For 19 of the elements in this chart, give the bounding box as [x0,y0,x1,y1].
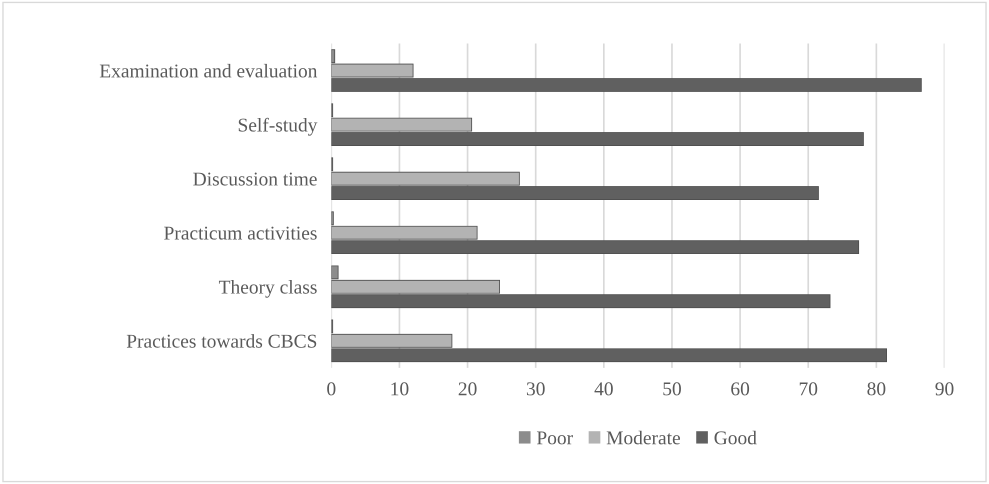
x-tick-label: 20 [458,382,477,396]
legend-label: Moderate [606,430,680,444]
x-tick-label: 80 [867,382,886,396]
y-tick-label: Practices towards CBCS [126,334,316,348]
x-tick-label: 50 [663,382,681,396]
x-tick-label: 60 [731,382,750,396]
x-tick-label: 30 [526,382,545,396]
y-tick-label: Practicum activities [164,226,317,240]
x-tick-label: 0 [327,382,336,396]
y-tick-label: Examination and evaluation [100,64,318,78]
y-tick-label: Self-study [238,118,318,136]
x-tick-label: 40 [594,382,613,396]
legend-label: Poor [536,432,573,444]
x-tick-label: 10 [391,382,408,396]
legend-label: Good [714,430,757,444]
x-tick-label: 90 [935,382,954,396]
y-tick-label: Theory class [218,280,317,298]
y-tick-label: Discussion time [193,172,317,186]
x-tick-label: 70 [800,382,818,396]
